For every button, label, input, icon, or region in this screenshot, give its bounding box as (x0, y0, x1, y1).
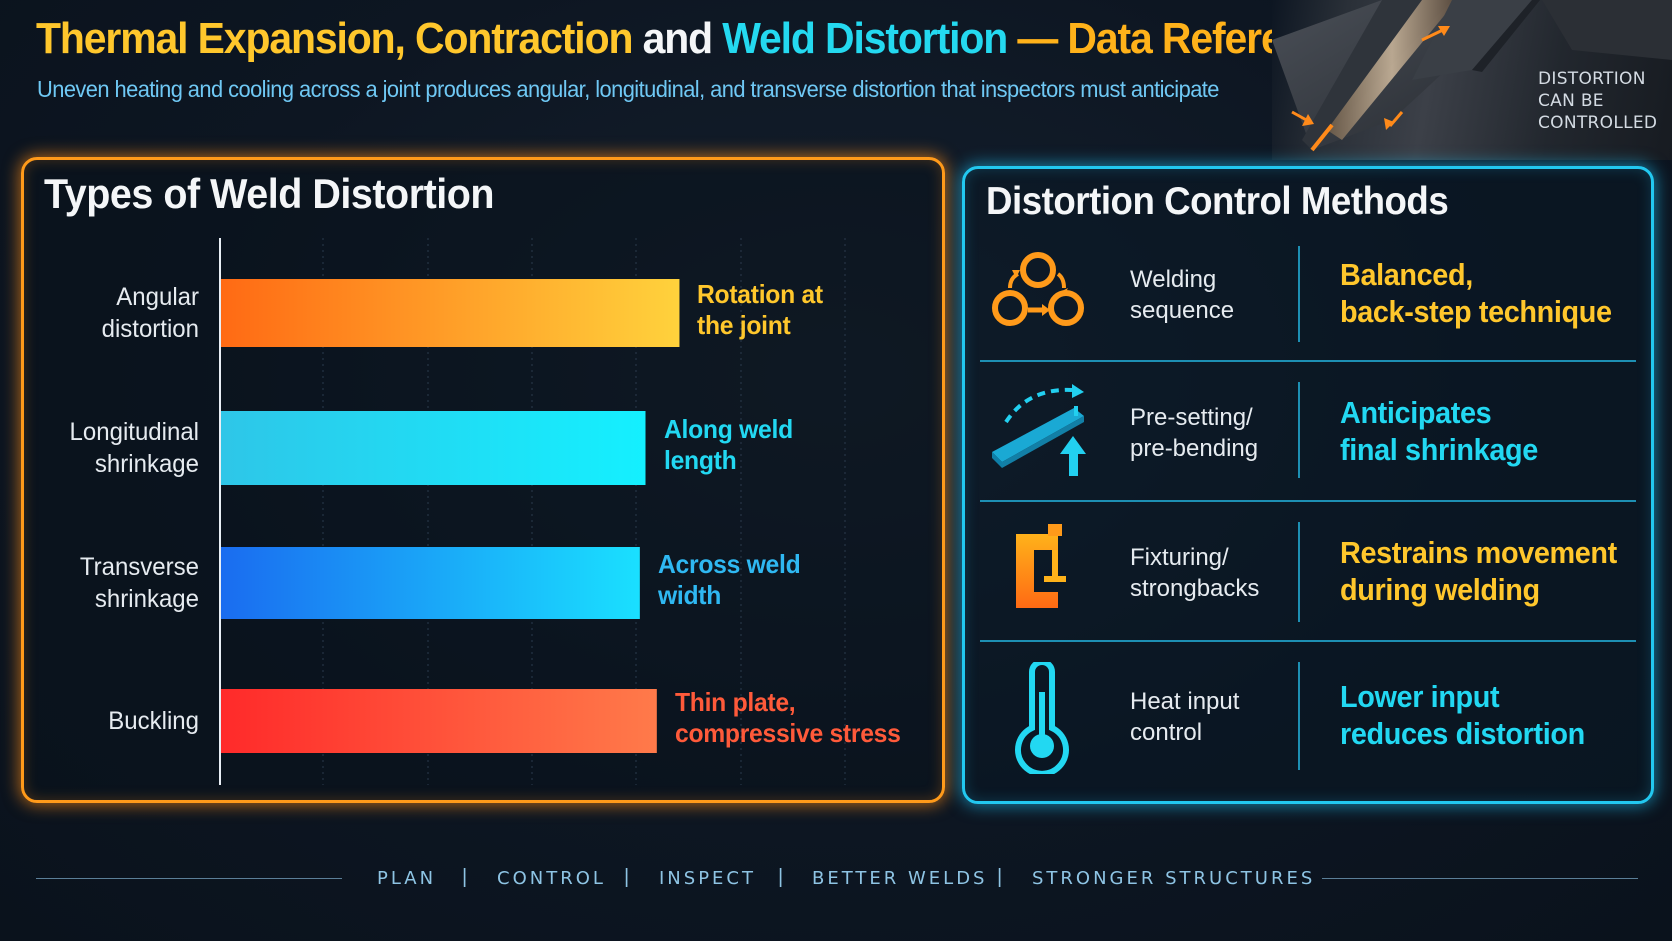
footer-item: INSPECT (659, 868, 756, 889)
clamp-icon (1016, 524, 1066, 608)
chart-bar (221, 411, 646, 485)
footer-rule-left (36, 878, 342, 879)
page-subtitle: Uneven heating and cooling across a join… (37, 76, 1219, 102)
column-divider (1298, 662, 1300, 770)
footer-item: CONTROL (497, 868, 606, 889)
row-divider (980, 640, 1636, 642)
category-label: Buckling (108, 707, 199, 735)
weld-plate-illustration (1272, 0, 1672, 152)
bar-annotation: Rotation at the joint (697, 279, 824, 340)
control-method-name: Heat input control (1130, 688, 1240, 746)
sequence-icon (992, 252, 1084, 326)
chart-bar (221, 279, 680, 347)
footer-item: BETTER WELDS (812, 868, 988, 889)
footer-separator: | (624, 866, 630, 888)
control-method-name: Fixturing/ strongbacks (1130, 544, 1260, 602)
row-divider (980, 500, 1636, 502)
control-panel-title: Distortion Control Methods (986, 180, 1449, 223)
bar-annotation: Across weld width (657, 549, 801, 610)
chart-bar (221, 689, 657, 753)
row-divider (980, 360, 1636, 362)
hero-caption-line: DISTORTION (1538, 69, 1646, 89)
control-method-description: Restrains movement during welding (1340, 535, 1617, 607)
pre-bend-icon (992, 384, 1086, 476)
column-divider (1298, 246, 1300, 342)
footer-separator: | (778, 866, 784, 888)
thermometer-icon (1015, 662, 1069, 774)
category-label: Angular distortion (101, 283, 199, 343)
chart-bar (221, 547, 640, 619)
footer-item: STRONGER STRUCTURES (1032, 868, 1316, 889)
control-panel (962, 166, 1654, 804)
control-method-description: Anticipates final shrinkage (1340, 395, 1538, 467)
control-method-name: Pre-setting/ pre-bending (1130, 404, 1259, 462)
category-label: Longitudinal shrinkage (69, 418, 199, 478)
hero-caption-line: CONTROLLED (1538, 113, 1658, 133)
footer-item: PLAN (377, 868, 437, 889)
bar-annotation: Along weld length (663, 414, 793, 475)
footer-separator: | (997, 866, 1003, 888)
title-part-3: Weld Distortion (722, 14, 1008, 63)
title-part-2: and (632, 14, 723, 63)
hero-weld-image (1272, 0, 1672, 160)
hero-caption: DISTORTION CAN BE CONTROLLED (1538, 68, 1657, 134)
footer-separator: | (462, 866, 468, 888)
column-divider (1298, 522, 1300, 622)
types-panel-title: Types of Weld Distortion (44, 170, 495, 217)
control-method-name: Welding sequence (1130, 266, 1235, 324)
bar-annotation: Thin plate, compressive stress (674, 687, 901, 748)
hero-caption-line: CAN BE (1538, 91, 1604, 111)
title-part-1: Thermal Expansion, Contraction (36, 14, 633, 63)
column-divider (1298, 382, 1300, 478)
control-method-description: Lower input reduces distortion (1340, 679, 1585, 751)
footer-rule-right (1322, 878, 1638, 879)
category-label: Transverse shrinkage (79, 553, 199, 613)
control-method-description: Balanced, back-step technique (1340, 257, 1612, 329)
